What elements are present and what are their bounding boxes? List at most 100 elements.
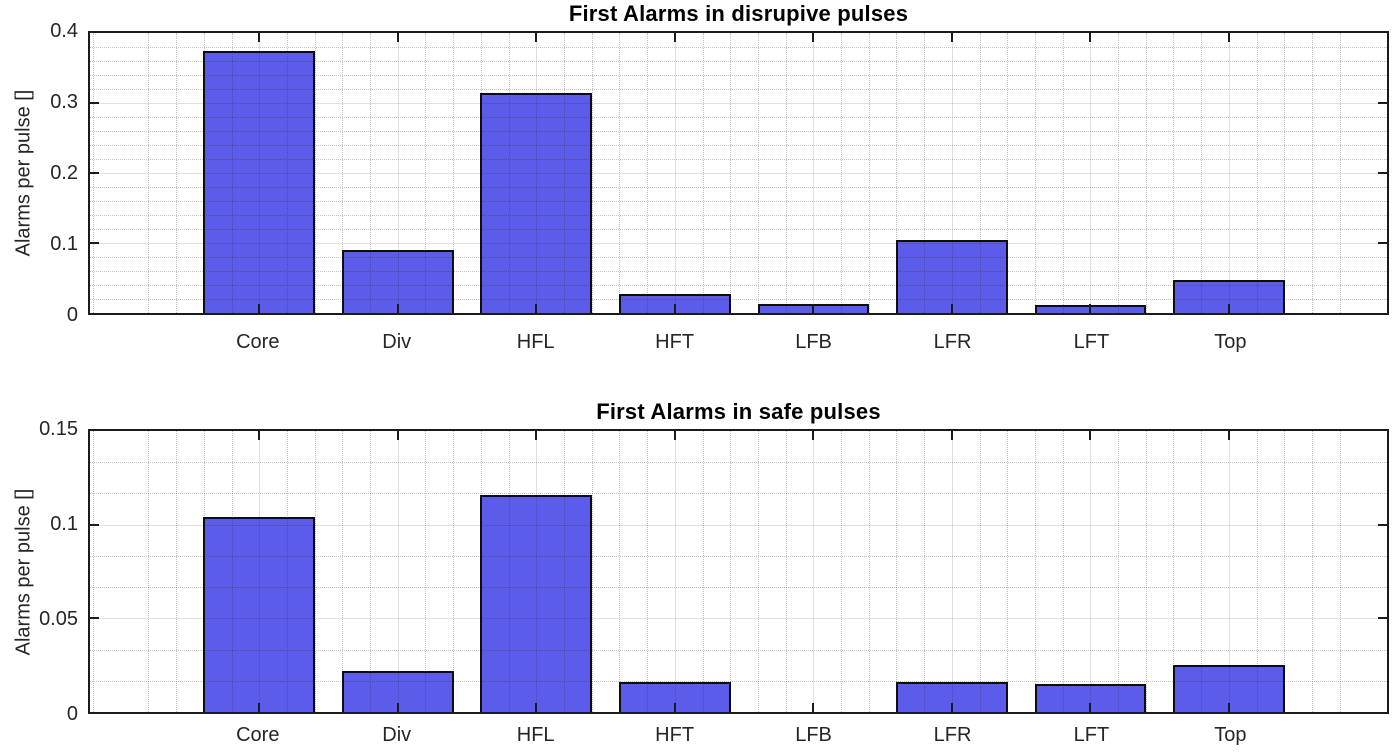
minor-gridline: [90, 61, 1387, 62]
minor-gridline: [90, 649, 1387, 651]
safe-pulses-chart: First Alarms in safe pulses Alarms per p…: [0, 398, 1400, 756]
minor-gridline: [591, 33, 593, 313]
major-gridline: [90, 103, 1387, 104]
disruptive-pulses-chart: First Alarms in disrupive pulses Alarms …: [13, 1, 1389, 353]
major-gridline: [536, 431, 538, 712]
minor-gridline: [90, 89, 1387, 90]
y-tick-label: 0.1: [50, 513, 78, 535]
minor-gridline: [1256, 33, 1258, 313]
y-tick: [90, 172, 99, 174]
minor-gridline: [453, 431, 455, 712]
minor-gridline: [1256, 431, 1258, 712]
x-tick: [1227, 431, 1230, 440]
x-tick: [1089, 703, 1092, 712]
major-gridline: [813, 33, 815, 313]
minor-gridline: [231, 431, 233, 712]
major-gridline: [674, 431, 676, 712]
x-tick-label-lfr: LFR: [933, 724, 972, 746]
x-tick: [396, 703, 399, 712]
x-tick-label-div: Div: [382, 331, 412, 353]
major-gridline: [259, 33, 261, 313]
y-tick-label: 0: [66, 304, 78, 326]
major-gridline: [90, 173, 1387, 174]
x-tick: [535, 304, 538, 313]
y-tick: [1378, 102, 1387, 104]
x-tick-label-lft: LFT: [1073, 724, 1110, 746]
y-tick: [1378, 172, 1387, 174]
minor-gridline: [1034, 33, 1036, 313]
x-tick: [1089, 431, 1092, 440]
bar-div: [341, 250, 454, 313]
minor-gridline: [90, 75, 1387, 76]
bar-lfr: [896, 240, 1008, 313]
y-tick-label: 0.2: [50, 162, 78, 184]
major-gridline: [813, 431, 815, 712]
minor-gridline: [90, 680, 1387, 682]
minor-gridline: [453, 33, 455, 313]
x-tick: [1227, 304, 1230, 313]
minor-gridline: [1339, 431, 1341, 712]
minor-gridline: [203, 431, 205, 712]
x-tick-label-lfb: LFB: [795, 724, 832, 746]
minor-gridline: [730, 431, 732, 712]
minor-gridline: [90, 285, 1387, 286]
chart-title: First Alarms in safe pulses: [596, 399, 881, 424]
minor-gridline: [231, 33, 233, 313]
minor-gridline: [286, 431, 288, 712]
major-gridline: [951, 33, 953, 313]
minor-gridline: [480, 431, 482, 712]
x-tick: [1089, 33, 1092, 42]
y-tick: [90, 242, 99, 244]
y-tick: [1378, 617, 1387, 620]
x-tick: [673, 703, 676, 712]
major-gridline: [951, 431, 953, 712]
minor-gridline: [1062, 431, 1064, 712]
bar-hfl: [480, 92, 593, 313]
minor-gridline: [1145, 33, 1147, 313]
minor-gridline: [896, 431, 898, 712]
minor-gridline: [1145, 431, 1147, 712]
minor-gridline: [90, 257, 1387, 258]
plot-area: [88, 429, 1389, 714]
minor-gridline: [1173, 33, 1175, 313]
x-tick: [535, 431, 538, 440]
minor-gridline: [508, 431, 510, 712]
y-tick-label: 0: [66, 703, 78, 725]
y-tick: [1378, 523, 1387, 526]
bar-hfl: [480, 494, 593, 712]
minor-gridline: [591, 431, 593, 712]
x-tick: [396, 431, 399, 440]
minor-gridline: [564, 33, 565, 313]
x-tick: [1227, 703, 1230, 712]
minor-gridline: [90, 271, 1387, 272]
minor-gridline: [1034, 431, 1036, 712]
minor-gridline: [979, 431, 981, 712]
minor-gridline: [757, 431, 759, 712]
x-tick: [396, 33, 399, 42]
minor-gridline: [286, 33, 288, 313]
minor-gridline: [176, 33, 178, 313]
x-tick: [258, 431, 261, 440]
minor-gridline: [841, 431, 843, 712]
x-tick: [812, 304, 815, 313]
minor-gridline: [90, 131, 1387, 132]
x-tick: [812, 703, 815, 712]
x-tick-label-hfl: HFL: [516, 331, 555, 353]
minor-gridline: [702, 431, 704, 712]
x-tick: [950, 304, 953, 313]
minor-gridline: [342, 431, 344, 712]
y-tick: [90, 617, 99, 620]
minor-gridline: [90, 587, 1387, 589]
x-tick: [396, 304, 399, 313]
minor-gridline: [785, 431, 787, 712]
minor-gridline: [1284, 33, 1286, 313]
x-tick: [673, 431, 676, 440]
x-tick-label-core: Core: [236, 724, 280, 746]
x-tick-label-div: Div: [382, 724, 412, 746]
major-gridline: [1090, 431, 1092, 712]
minor-gridline: [868, 431, 870, 712]
major-gridline: [674, 33, 676, 313]
minor-gridline: [90, 555, 1387, 557]
minor-gridline: [924, 431, 926, 712]
